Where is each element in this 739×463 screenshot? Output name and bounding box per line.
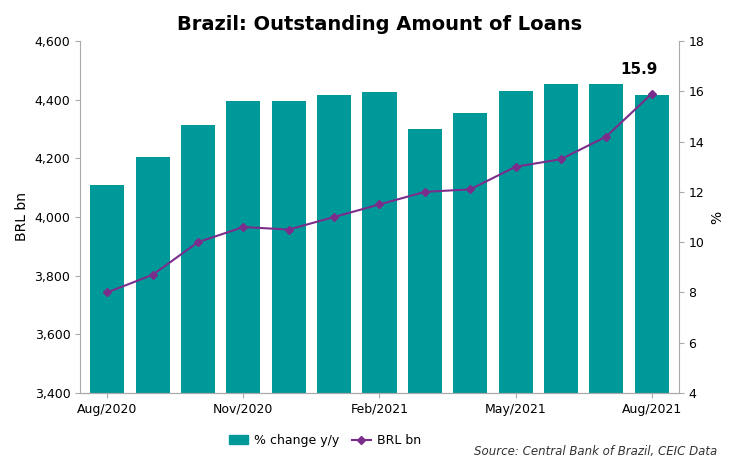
BRL bn — [194, 239, 202, 245]
Text: Source: Central Bank of Brazil, CEIC Data: Source: Central Bank of Brazil, CEIC Dat… — [474, 445, 717, 458]
Y-axis label: %: % — [710, 210, 724, 224]
BRL bn — [330, 214, 338, 220]
Bar — [136, 157, 170, 463]
BRL bn — [285, 227, 293, 232]
Bar — [408, 129, 442, 463]
Legend: % change y/y, BRL bn: % change y/y, BRL bn — [224, 429, 426, 452]
Bar — [226, 101, 260, 463]
Bar — [544, 84, 578, 463]
BRL bn — [420, 189, 429, 194]
Y-axis label: BRL bn: BRL bn — [15, 193, 29, 242]
BRL bn — [556, 156, 565, 162]
BRL bn — [239, 224, 248, 230]
Bar — [453, 113, 487, 463]
BRL bn — [647, 91, 656, 97]
Bar — [499, 91, 533, 463]
BRL bn — [375, 202, 384, 207]
Bar — [272, 101, 306, 463]
BRL bn — [103, 289, 112, 295]
Bar — [635, 95, 669, 463]
Line: BRL bn: BRL bn — [105, 91, 655, 295]
BRL bn — [602, 134, 610, 139]
BRL bn — [149, 272, 157, 277]
Bar — [90, 185, 124, 463]
Bar — [363, 93, 397, 463]
BRL bn — [466, 187, 474, 192]
Title: Brazil: Outstanding Amount of Loans: Brazil: Outstanding Amount of Loans — [177, 15, 582, 34]
Bar — [181, 125, 215, 463]
Bar — [317, 95, 351, 463]
Bar — [589, 84, 623, 463]
BRL bn — [511, 164, 520, 169]
Text: 15.9: 15.9 — [620, 62, 657, 77]
